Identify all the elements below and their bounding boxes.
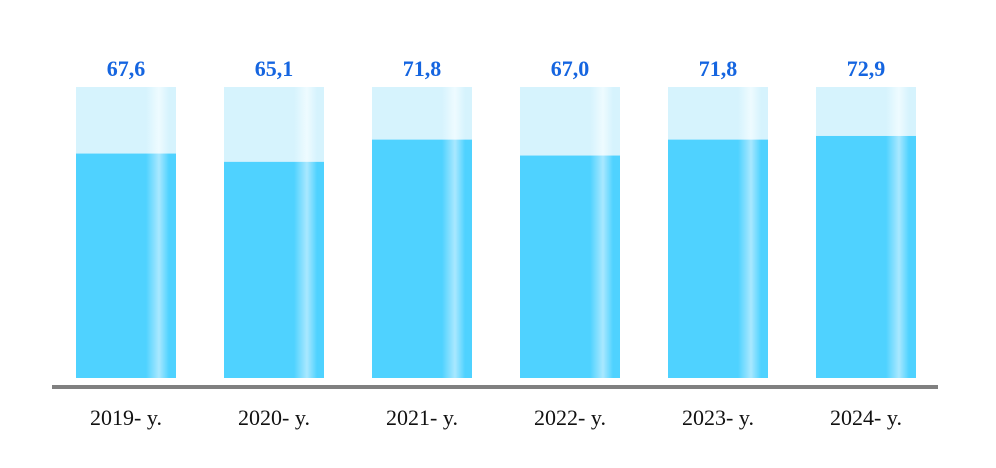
category-label: 2024- y.	[830, 405, 902, 430]
category-label: 2020- y.	[238, 405, 310, 430]
category-label: 2019- y.	[90, 405, 162, 430]
value-labels-layer: 67,6 65,1 71,8 67,0 71,8 72,9	[107, 56, 886, 81]
category-label: 2021- y.	[386, 405, 458, 430]
bar-value-label: 71,8	[403, 56, 442, 81]
bar	[76, 153, 176, 378]
bar	[668, 139, 768, 378]
bar	[816, 135, 916, 378]
bar-value-label: 67,0	[551, 56, 590, 81]
bar-value-label: 67,6	[107, 56, 146, 81]
bar	[520, 155, 620, 378]
bar	[224, 161, 324, 378]
bars-layer	[76, 87, 916, 378]
bar-value-label: 71,8	[699, 56, 738, 81]
bar-value-label: 65,1	[255, 56, 294, 81]
bar	[372, 139, 472, 378]
bar-value-label: 72,9	[847, 56, 886, 81]
category-label: 2022- y.	[534, 405, 606, 430]
category-label: 2023- y.	[682, 405, 754, 430]
category-labels-layer: 2019- y. 2020- y. 2021- y. 2022- y. 2023- y.…	[90, 405, 902, 430]
